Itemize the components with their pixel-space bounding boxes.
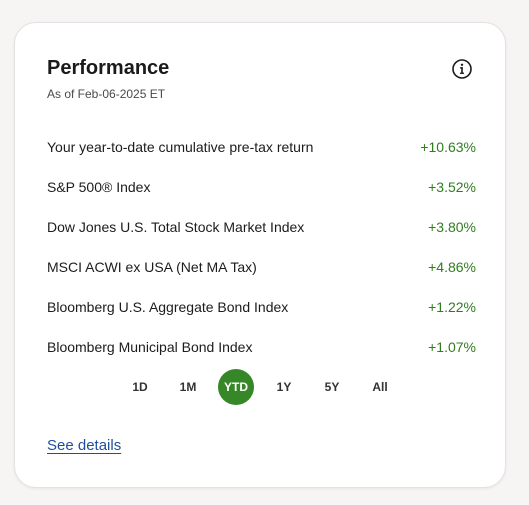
period-1d-button[interactable]: 1D [122,369,158,405]
row-value: +4.86% [428,259,476,275]
period-all-button[interactable]: All [362,369,398,405]
row-value: +10.63% [420,139,476,155]
info-button[interactable] [451,58,473,80]
row-label: Dow Jones U.S. Total Stock Market Index [47,219,305,235]
row-label: Bloomberg U.S. Aggregate Bond Index [47,299,289,315]
card-title: Performance [47,57,170,79]
row-value: +1.22% [428,299,476,315]
performance-row-bloomberg-aggregate: Bloomberg U.S. Aggregate Bond Index +1.2… [47,287,476,327]
row-value: +3.80% [428,219,476,235]
row-value: +3.52% [428,179,476,195]
performance-row-ytd-return: Your year-to-date cumulative pre-tax ret… [47,127,476,167]
row-label: Your year-to-date cumulative pre-tax ret… [47,139,314,155]
period-1m-button[interactable]: 1M [170,369,206,405]
see-details-link[interactable]: See details [47,437,122,454]
period-selector: 1D 1M YTD 1Y 5Y All [15,369,505,405]
performance-card: Performance As of Feb-06-2025 ET Your ye… [14,22,506,488]
performance-row-msci-acwi: MSCI ACWI ex USA (Net MA Tax) +4.86% [47,247,476,287]
info-circle-icon [452,59,472,79]
performance-row-bloomberg-municipal: Bloomberg Municipal Bond Index +1.07% [47,327,476,367]
row-value: +1.07% [428,339,476,355]
period-1y-button[interactable]: 1Y [266,369,302,405]
period-5y-button[interactable]: 5Y [314,369,350,405]
period-ytd-button[interactable]: YTD [218,369,254,405]
performance-row-sp500: S&P 500® Index +3.52% [47,167,476,207]
as-of-date: As of Feb-06-2025 ET [47,87,166,101]
row-label: MSCI ACWI ex USA (Net MA Tax) [47,259,257,275]
performance-row-dow-jones: Dow Jones U.S. Total Stock Market Index … [47,207,476,247]
row-label: Bloomberg Municipal Bond Index [47,339,253,355]
performance-list: Your year-to-date cumulative pre-tax ret… [47,127,476,367]
row-label: S&P 500® Index [47,179,151,195]
